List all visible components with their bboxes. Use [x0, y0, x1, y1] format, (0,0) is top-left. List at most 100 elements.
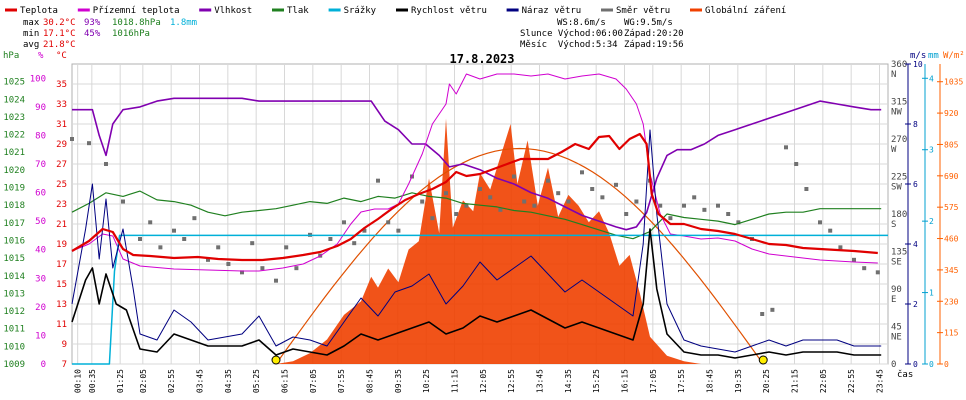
wind-dir-point — [70, 137, 74, 141]
y-tick-label-radiation: 575 — [944, 203, 959, 212]
wind-dir-point — [624, 212, 629, 216]
stat-min-temp: 17.1°C — [43, 29, 76, 39]
wind-dir-point — [284, 245, 289, 250]
wind-dir-point — [794, 162, 799, 166]
gust-series — [71, 129, 882, 353]
y-tick-label-wind-ms: 4 — [913, 240, 918, 249]
stat-avg-label: avg — [23, 40, 39, 50]
y-tick-label-temperature_c: 17 — [56, 260, 67, 270]
wind-dir-point — [658, 203, 663, 208]
wind-dir-point — [464, 203, 469, 208]
y-tick-label-pressure_hpa: 1009 — [3, 360, 25, 370]
y-tick-label-rain-mm: 2 — [929, 217, 934, 226]
y-tick-label-wind-dir: 0 — [891, 360, 896, 370]
wind-dir-point — [546, 178, 550, 183]
moon-rise: Měsíc Východ:5:34 — [520, 40, 618, 50]
legend-label: Srážky — [344, 6, 377, 16]
y-tick-label-pressure_hpa: 1023 — [3, 113, 25, 123]
x-tick-label: 00:35 — [88, 369, 97, 393]
axis-label-degc: °C — [56, 51, 67, 61]
wind-dir-point — [87, 141, 91, 146]
wind-dir-point — [760, 312, 765, 316]
wind-dir-point — [600, 195, 605, 200]
y-tick-label-radiation: 0 — [944, 360, 949, 369]
y-tick-label-wind-dir-compass: E — [891, 295, 896, 305]
x-tick-label: 23:45 — [876, 369, 885, 393]
wind-dir-point — [532, 203, 537, 208]
wind-dir-point — [726, 212, 731, 216]
y-tick-label-pressure_hpa: 1016 — [3, 236, 25, 246]
y-tick-label-temperature_c: 31 — [56, 120, 67, 130]
wind-dir-point — [770, 307, 775, 312]
y-tick-label-wind-dir: 135 — [891, 248, 907, 258]
wind-dir-point — [172, 228, 176, 233]
wind-dir-point — [716, 203, 720, 208]
wind-dir-point — [386, 220, 391, 225]
x-tick-label: 01:25 — [116, 369, 125, 393]
x-tick-label: 06:15 — [281, 369, 290, 393]
humidity-series — [72, 97, 882, 231]
wind-dir-point — [875, 270, 880, 275]
wind-dir-point — [556, 191, 561, 196]
wind-dir-point — [784, 145, 788, 150]
wind-dir-point — [478, 187, 482, 191]
wind-dir-point — [852, 257, 856, 262]
y-tick-label-pressure_hpa: 1017 — [3, 219, 25, 229]
y-tick-label-rain-mm: 3 — [929, 146, 934, 155]
legend-label: Náraz větru — [522, 6, 582, 16]
x-tick-label: 10:25 — [422, 369, 431, 393]
wind-dir-point — [182, 237, 187, 241]
y-tick-label-radiation: 115 — [944, 329, 959, 338]
wind-dir-point — [274, 278, 278, 283]
temperature-series — [71, 132, 878, 262]
y-tick-label-humidity_pct: 0 — [41, 360, 46, 370]
chart-series — [70, 73, 888, 365]
legend-label: Směr větru — [616, 6, 670, 16]
wind-dir-point — [362, 228, 367, 233]
wind-dir-point — [488, 195, 493, 200]
chart-info: max 30.2°C 93% 1018.8hPa 1.8mm min 17.1°… — [3, 18, 965, 380]
y-tick-label-temperature_c: 33 — [56, 100, 67, 110]
y-tick-label-temperature_c: 25 — [56, 180, 67, 190]
wind-dir-point — [420, 199, 425, 204]
y-tick-label-humidity_pct: 40 — [35, 246, 46, 256]
y-tick-label-pressure_hpa: 1014 — [3, 272, 25, 282]
x-tick-label: 02:05 — [139, 369, 148, 393]
wind-dir-point — [862, 266, 867, 271]
y-tick-label-wind-dir: 270 — [891, 135, 907, 145]
wind-dir-point — [240, 270, 244, 275]
y-tick-label-temperature_c: 21 — [56, 220, 67, 230]
y-tick-label-radiation: 920 — [944, 109, 959, 118]
stat-max-press: 1018.8hPa — [112, 18, 161, 28]
wind-dir-point — [614, 182, 618, 187]
x-tick-label: 21:15 — [791, 369, 800, 393]
legend-label: Přízemní teplota — [93, 6, 180, 16]
x-tick-label: 02:55 — [167, 369, 176, 393]
wind-dir-point — [498, 207, 503, 212]
y-tick-label-wind-ms: 6 — [913, 180, 918, 189]
sunrise-marker — [271, 355, 281, 365]
wind-dir-point — [260, 266, 265, 271]
y-tick-label-radiation: 805 — [944, 140, 959, 149]
radiation-series — [276, 118, 701, 364]
wind-dir-point — [328, 237, 333, 241]
y-tick-label-wind-dir-compass: W — [891, 145, 897, 155]
y-tick-label-pressure_hpa: 1025 — [3, 78, 25, 88]
x-tick-label: 12:05 — [479, 369, 488, 393]
legend-label: Tlak — [287, 6, 309, 16]
y-tick-label-temperature_c: 35 — [56, 80, 67, 90]
wind-dir-point — [250, 241, 255, 246]
x-tick-label: 07:55 — [337, 369, 346, 393]
sunset-marker — [758, 355, 768, 365]
stat-min-label: min — [23, 29, 39, 39]
y-tick-label-humidity_pct: 70 — [35, 160, 46, 170]
x-tick-label: 00:10 — [74, 369, 83, 393]
x-tick-label: 22:05 — [819, 369, 828, 393]
moon-set: Západ:19:56 — [624, 40, 684, 50]
y-tick-label-pressure_hpa: 1012 — [3, 307, 25, 317]
stat-max-rain: 1.8mm — [170, 18, 197, 28]
wind-dir-point — [818, 220, 822, 225]
y-tick-label-pressure_hpa: 1015 — [3, 254, 25, 264]
y-tick-label-humidity_pct: 90 — [35, 103, 46, 113]
wind-dir-point — [590, 187, 595, 191]
